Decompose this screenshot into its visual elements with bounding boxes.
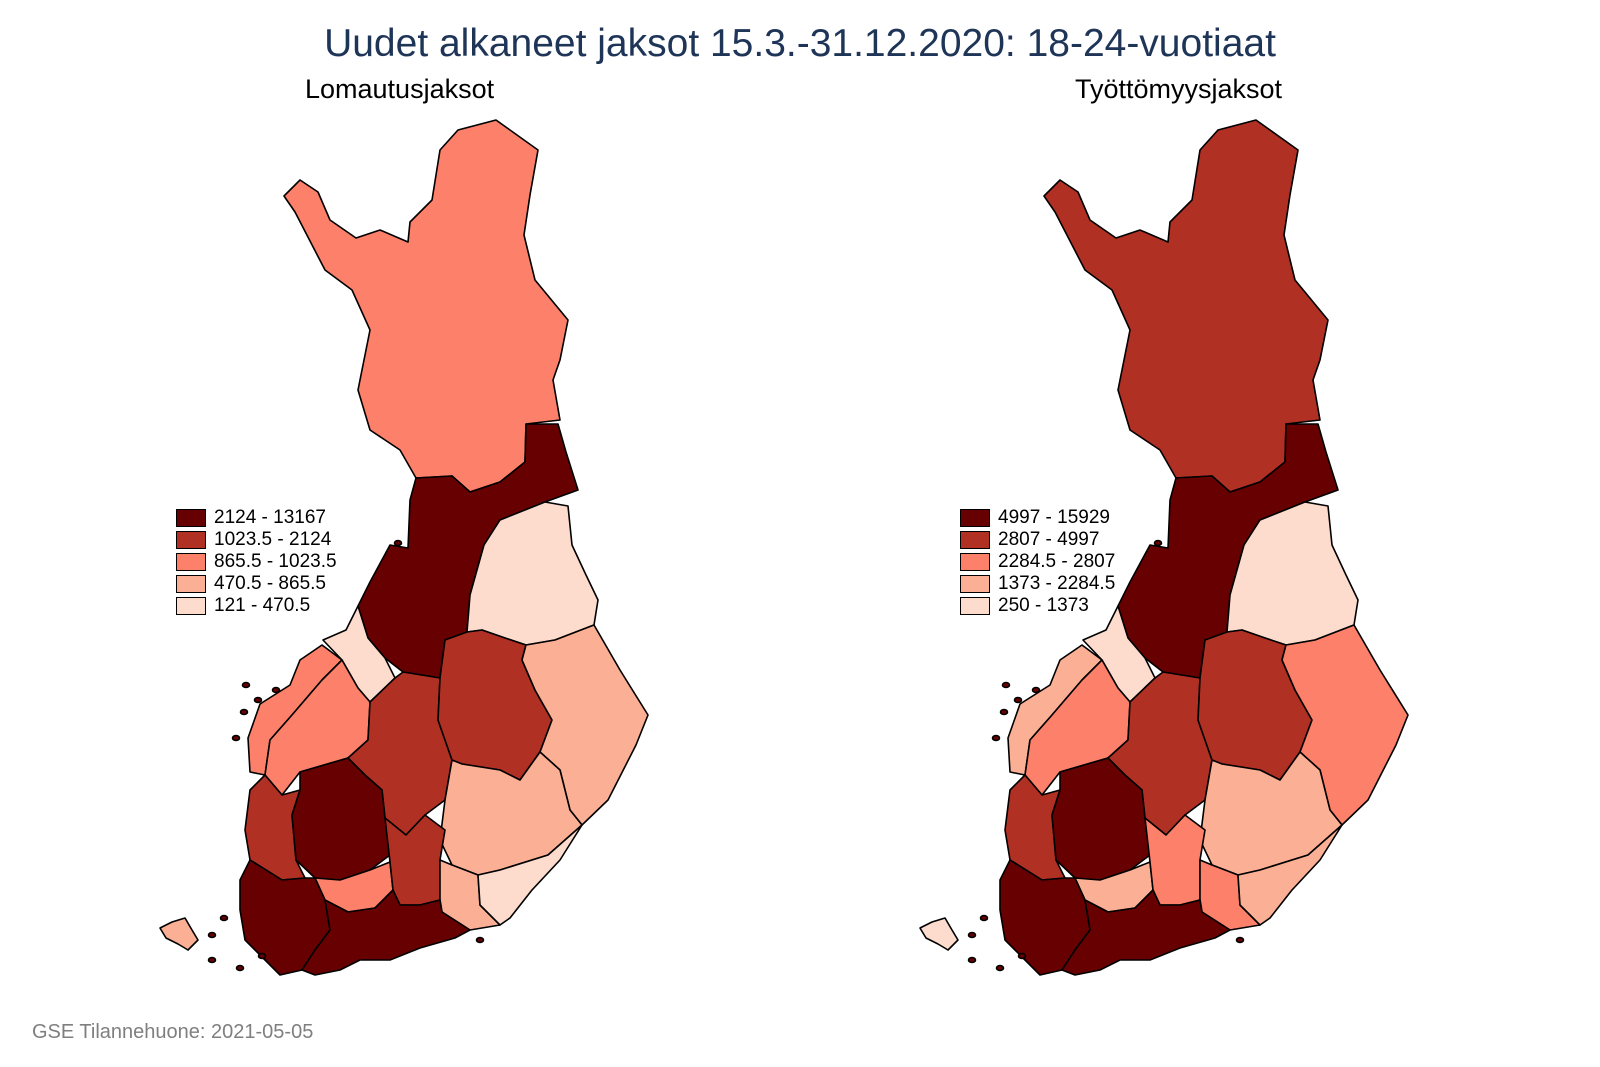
legend-range: 4997 - 15929: [998, 507, 1110, 528]
region-uusimaa: [1061, 889, 1231, 976]
legend-swatch: [176, 509, 206, 527]
island-shape: [207, 956, 217, 964]
legend-swatch: [176, 531, 206, 549]
island-shape: [1153, 539, 1163, 547]
legend-range: 2284.5 - 2807: [998, 551, 1116, 572]
island-shape: [271, 686, 281, 694]
legend-range: 121 - 470.5: [214, 595, 311, 616]
legend-swatch: [176, 575, 206, 593]
legend-entry: 2124 - 13167: [176, 507, 337, 529]
region-lapland: [283, 119, 569, 493]
legend-entry: 865.5 - 1023.5: [176, 551, 337, 573]
legend-range: 865.5 - 1023.5: [214, 551, 337, 572]
island-shape: [991, 734, 1001, 742]
island-shape: [393, 539, 403, 547]
region-south-ostrobothnia: [1024, 659, 1131, 796]
map-regions-group: [919, 119, 1409, 976]
main-title: Uudet alkaneet jaksot 15.3.-31.12.2020: …: [324, 22, 1276, 65]
legend-entry: 121 - 470.5: [176, 595, 337, 617]
legend-range: 250 - 1373: [998, 595, 1089, 616]
island-shape: [1031, 686, 1041, 694]
legend-entry: 470.5 - 865.5: [176, 573, 337, 595]
island-shape: [1017, 952, 1027, 960]
island-shape: [253, 696, 263, 704]
island-shape: [999, 708, 1009, 716]
legend-entry: 4997 - 15929: [960, 507, 1115, 529]
right-map-subtitle: Työttömyysjaksot: [1075, 74, 1283, 104]
region-lapland: [1043, 119, 1329, 493]
legend-swatch: [176, 553, 206, 571]
island-shape: [257, 952, 267, 960]
island-shape: [1013, 696, 1023, 704]
island-shape: [979, 914, 989, 922]
legend-swatch: [960, 553, 990, 571]
island-shape: [1001, 681, 1011, 689]
legend-swatch: [960, 531, 990, 549]
map-regions-group: [159, 119, 649, 976]
left-map-legend: 2124 - 13167 1023.5 - 2124 865.5 - 1023.…: [176, 507, 337, 617]
region-south-karelia: [477, 824, 583, 926]
legend-entry: 1023.5 - 2124: [176, 529, 337, 551]
region-south-ostrobothnia: [264, 659, 371, 796]
legend-range: 1023.5 - 2124: [214, 529, 332, 550]
island-shape: [967, 956, 977, 964]
legend-swatch: [176, 597, 206, 615]
island-shape: [239, 708, 249, 716]
region-south-karelia: [1237, 824, 1343, 926]
source-footer: GSE Tilannehuone: 2021-05-05: [32, 1021, 314, 1043]
legend-range: 470.5 - 865.5: [214, 573, 326, 594]
island-shape: [1235, 936, 1245, 944]
island-shape: [967, 931, 977, 939]
legend-entry: 2284.5 - 2807: [960, 551, 1115, 573]
left-map-subtitle: Lomautusjaksot: [305, 74, 495, 104]
right-map-legend: 4997 - 15929 2807 - 4997 2284.5 - 2807 1…: [960, 507, 1115, 617]
legend-swatch: [960, 575, 990, 593]
island-shape: [207, 931, 217, 939]
legend-swatch: [960, 597, 990, 615]
island-shape: [235, 964, 245, 972]
legend-range: 1373 - 2284.5: [998, 573, 1116, 594]
region-aland: [159, 917, 199, 951]
island-shape: [219, 914, 229, 922]
island-shape: [995, 964, 1005, 972]
region-uusimaa: [301, 889, 471, 976]
island-shape: [231, 734, 241, 742]
legend-range: 2807 - 4997: [998, 529, 1100, 550]
legend-entry: 1373 - 2284.5: [960, 573, 1115, 595]
island-shape: [241, 681, 251, 689]
legend-swatch: [960, 509, 990, 527]
legend-range: 2124 - 13167: [214, 507, 326, 528]
legend-entry: 250 - 1373: [960, 595, 1115, 617]
legend-entry: 2807 - 4997: [960, 529, 1115, 551]
region-aland: [919, 917, 959, 951]
island-shape: [475, 936, 485, 944]
